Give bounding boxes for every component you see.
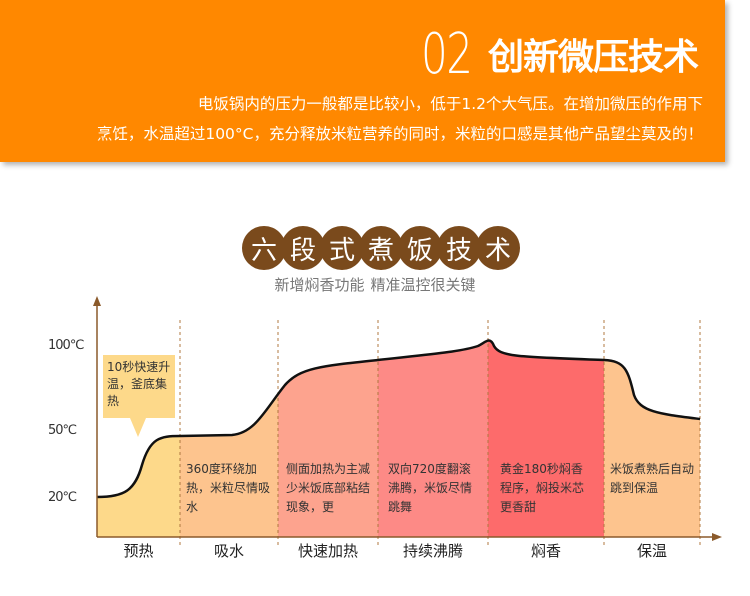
section-number: 02 — [421, 22, 473, 87]
y-tick-50: 50℃ — [48, 423, 77, 438]
stage-fill — [488, 340, 604, 537]
stage-label: 保温 — [636, 542, 667, 560]
callout-pointer-icon — [130, 418, 146, 437]
stage-label: 预热 — [123, 542, 154, 560]
stage-label: 持续沸腾 — [402, 542, 463, 560]
subtitle-b: 精准温控很关键 — [370, 276, 476, 294]
stage-note: 米饭煮熟后自动跳到保温 — [610, 462, 695, 495]
stage-fill — [378, 340, 488, 537]
title-char: 饭 — [398, 226, 442, 270]
banner-desc-line1: 电饭锅内的压力一般都是比较小，低于1.2个大气压。在增加微压的作用下 — [197, 95, 703, 113]
stage-label: 吸水 — [213, 542, 244, 560]
title-char: 六 — [242, 226, 286, 270]
banner-title: 创新微压技术 — [488, 37, 699, 78]
stage-note: 360度环绕加热，米粒尽情吸水 — [186, 462, 271, 514]
title-char: 术 — [476, 226, 520, 270]
section-subtitle: 新增焖香功能 精准温控很关键 — [0, 274, 750, 295]
title-char: 煮 — [359, 226, 403, 270]
preheat-callout: 10秒快速升温，釜底集热 — [103, 355, 175, 418]
y-tick-100: 100℃ — [48, 338, 84, 353]
section-title-badge: 六 段 式 煮 饭 技 术 — [242, 226, 520, 270]
x-axis-arrow-icon — [712, 533, 722, 541]
stage-note: 黄金180秒焖香程序，焖投米芯更香甜 — [500, 462, 585, 514]
stage-note: 侧面加热为主减少米饭底部粘结现象，更 — [286, 462, 371, 514]
header-banner: 02 创新微压技术 电饭锅内的压力一般都是比较小，低于1.2个大气压。在增加微压… — [0, 0, 725, 162]
subtitle-a: 新增焖香功能 — [274, 276, 365, 294]
stage-label: 焖香 — [530, 542, 561, 560]
title-char: 式 — [320, 226, 364, 270]
y-tick-20: 20℃ — [48, 490, 77, 505]
title-char: 段 — [281, 226, 325, 270]
stage-label: 快速加热 — [297, 542, 358, 560]
y-axis-arrow-icon — [93, 296, 101, 306]
title-char: 技 — [437, 226, 481, 270]
banner-desc-line2: 烹饪，水温超过100°C，充分释放米粒营养的同时，米粒的口感是其他产品望尘莫及的… — [96, 125, 703, 143]
temperature-curve — [96, 339, 701, 499]
stage-note: 双向720度翻滚沸腾，米饭尽情跳舞 — [388, 462, 473, 514]
stage-fill — [604, 340, 700, 537]
